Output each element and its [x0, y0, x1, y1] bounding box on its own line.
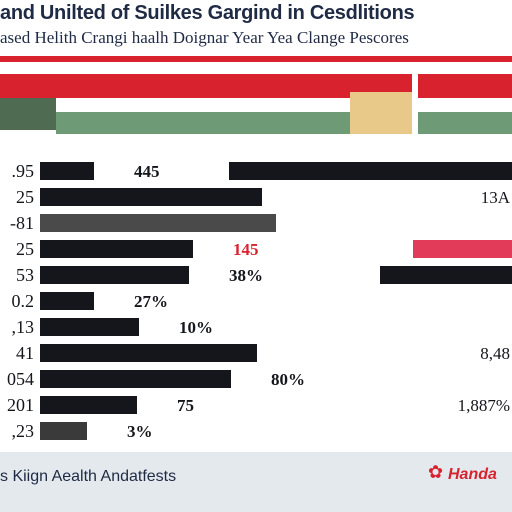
bar-right — [413, 240, 512, 258]
bar-value-label: 10% — [179, 318, 213, 337]
chart-subtitle: ased Helith Crangi haalh Doignar Year Ye… — [0, 28, 409, 47]
brand-logo-icon: ✿ — [428, 462, 444, 483]
bar-right-label: 8,48 — [480, 344, 510, 363]
row-label: 25 — [16, 187, 34, 207]
bar-left — [40, 214, 276, 232]
bar-left — [40, 344, 257, 362]
bar-value-label: 38% — [229, 266, 263, 285]
bar-right-label: 1,887% — [458, 396, 510, 415]
footer-brand: Handa — [448, 466, 497, 483]
row-label: 201 — [7, 395, 34, 415]
bar-left — [40, 292, 94, 310]
bar-left — [40, 422, 87, 440]
bar-left — [40, 266, 189, 284]
bar-left — [40, 396, 137, 414]
footer-source: s Kiign Aealth Andatfests — [0, 468, 177, 485]
bar-left — [40, 318, 139, 336]
bar-value-label: 145 — [233, 240, 259, 259]
bar-chart: .95 445 25 13A -81 25 145 53 38% 0.2 27% ,13 10% 41 8,… — [0, 74, 512, 441]
row-label: 41 — [16, 343, 34, 363]
legend-band-olive — [0, 98, 56, 130]
legend-band-gap — [412, 74, 418, 134]
bar-right — [380, 266, 512, 284]
bar-left — [40, 162, 94, 180]
bar-left — [40, 188, 262, 206]
row-label: 53 — [16, 265, 34, 285]
bar-left — [40, 370, 231, 388]
legend-band-green-right — [418, 112, 512, 134]
bar-right — [229, 162, 512, 180]
row-label: 054 — [7, 369, 34, 389]
row-label: ,13 — [12, 317, 35, 337]
legend-band-green — [56, 112, 350, 134]
row-label: ,23 — [12, 421, 35, 441]
row-label: .95 — [12, 161, 35, 181]
row-label: 25 — [16, 239, 34, 259]
bar-value-label: 445 — [134, 162, 160, 181]
footer-bar — [0, 452, 512, 512]
bar-value-label: 75 — [177, 396, 194, 415]
legend-band-red — [0, 74, 512, 98]
bar-right-label: 13A — [481, 188, 511, 207]
bar-rows: .95 445 25 13A -81 25 145 53 38% 0.2 27% ,13 10% 41 8,… — [7, 161, 512, 441]
legend-band-tan — [350, 92, 412, 134]
bar-value-label: 3% — [127, 422, 153, 441]
bar-value-label: 27% — [134, 292, 168, 311]
bar-left — [40, 240, 193, 258]
accent-rule — [0, 56, 512, 62]
row-label: -81 — [10, 213, 34, 233]
bar-value-label: 80% — [271, 370, 305, 389]
chart-title: and Unilted of Suilkes Gargind in Cesdli… — [0, 2, 415, 24]
row-label: 0.2 — [12, 291, 35, 311]
